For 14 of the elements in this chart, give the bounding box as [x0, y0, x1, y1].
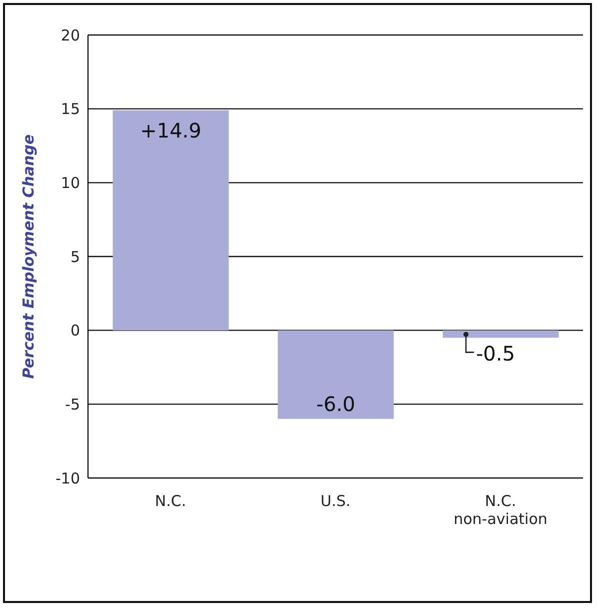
data-label: +14.9 — [140, 118, 202, 142]
y-tick-label: -5 — [65, 395, 80, 414]
y-tick-label: 0 — [70, 322, 80, 340]
x-tick-label: U.S. — [320, 492, 351, 510]
y-tick-label: 15 — [60, 100, 80, 118]
x-tick-label: N.C. non-aviation — [454, 492, 548, 528]
y-tick-label: 10 — [60, 174, 80, 192]
data-label: -6.0 — [316, 392, 356, 416]
y-tick-label: 20 — [60, 26, 80, 44]
y-tick-label: -10 — [56, 469, 80, 488]
x-tick-label: N.C. — [154, 492, 186, 510]
data-label: -0.5 — [476, 341, 515, 366]
y-tick-label: 5 — [70, 248, 80, 266]
y-axis-title: Percent Employment Change — [19, 134, 38, 379]
